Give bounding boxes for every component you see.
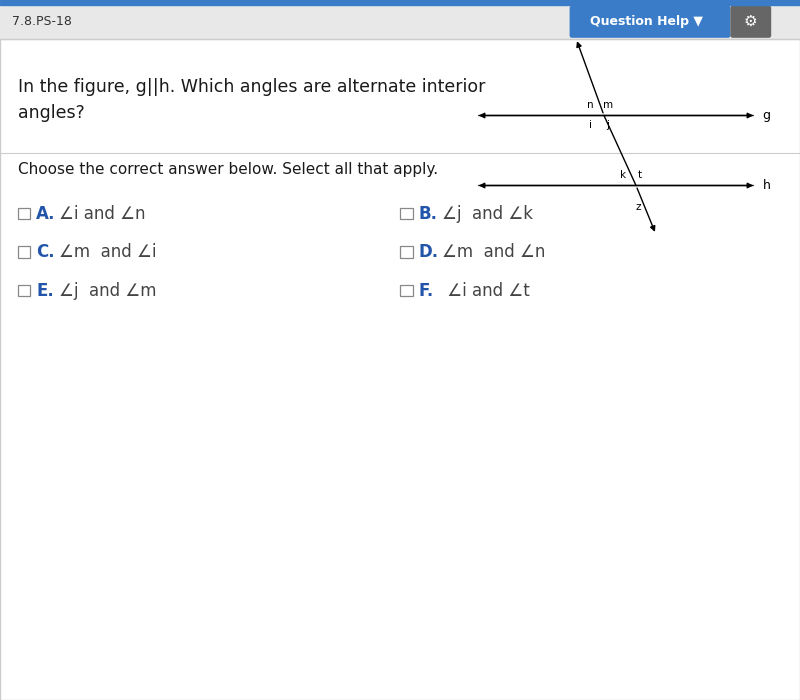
- Text: h: h: [762, 179, 770, 192]
- Text: F.: F.: [418, 281, 434, 300]
- Text: B.: B.: [418, 204, 438, 223]
- Text: C.: C.: [36, 243, 54, 261]
- Text: ∠m  and ∠i: ∠m and ∠i: [59, 243, 157, 261]
- Text: z: z: [636, 202, 641, 212]
- Text: Question Help ▼: Question Help ▼: [590, 15, 703, 28]
- Text: ∠j  and ∠k: ∠j and ∠k: [442, 204, 533, 223]
- Text: 7.8.PS-18: 7.8.PS-18: [12, 15, 72, 28]
- Text: ∠j  and ∠m: ∠j and ∠m: [59, 281, 157, 300]
- Text: k: k: [620, 170, 626, 180]
- Text: g: g: [762, 109, 770, 122]
- Text: D.: D.: [418, 243, 438, 261]
- Text: j: j: [606, 120, 609, 130]
- Bar: [18, 246, 30, 258]
- Text: i: i: [590, 120, 592, 130]
- Bar: [0, 0, 800, 5]
- Text: n: n: [587, 100, 594, 111]
- Bar: [400, 246, 413, 258]
- Text: ∠m  and ∠n: ∠m and ∠n: [442, 243, 545, 261]
- Text: Choose the correct answer below. Select all that apply.: Choose the correct answer below. Select …: [18, 162, 438, 177]
- Text: E.: E.: [36, 281, 54, 300]
- Text: ∠i and ∠t: ∠i and ∠t: [442, 281, 530, 300]
- Bar: [400, 208, 413, 219]
- Bar: [0, 5, 800, 38]
- Text: ∠i and ∠n: ∠i and ∠n: [59, 204, 146, 223]
- Text: m: m: [602, 100, 613, 111]
- Bar: [18, 208, 30, 219]
- Bar: [18, 285, 30, 296]
- Text: ⚙: ⚙: [744, 14, 758, 29]
- Bar: [400, 285, 413, 296]
- Text: A.: A.: [36, 204, 55, 223]
- Text: In the figure, g||h. Which angles are alternate interior: In the figure, g||h. Which angles are al…: [18, 78, 485, 97]
- FancyBboxPatch shape: [570, 6, 730, 38]
- Text: t: t: [638, 170, 642, 180]
- Text: angles?: angles?: [18, 104, 84, 122]
- FancyBboxPatch shape: [730, 6, 771, 38]
